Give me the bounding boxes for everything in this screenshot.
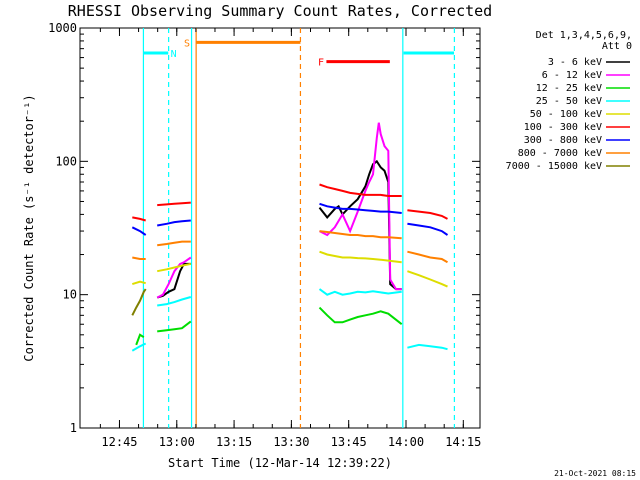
x-axis-label: Start Time (12-Mar-14 12:39:22) [168, 456, 392, 470]
legend-label-0: 3 - 6 keV [548, 57, 602, 68]
flag-bars: NS F [143, 38, 455, 69]
series-6-segment-3 [407, 222, 449, 236]
series-4 [132, 250, 448, 288]
series-5-segment-0 [132, 216, 146, 222]
series-2-segment-0 [135, 333, 145, 346]
x-tick-label-0: 12:45 [101, 435, 137, 449]
series-8-segment-0 [131, 288, 147, 316]
y-axis: 1 10 100 1000 [48, 21, 480, 435]
series-5-segment-1 [157, 201, 191, 207]
legend-label-3: 25 - 50 keV [536, 96, 602, 107]
series-7-segment-1 [157, 240, 191, 247]
legend-header-0: Det 1,3,4,5,6,9, [536, 30, 632, 41]
legend-label-2: 12 - 25 keV [536, 83, 602, 94]
series-6-segment-0 [131, 226, 147, 236]
x-tick-label-1: 13:00 [159, 435, 195, 449]
flag-label-S: S [184, 38, 190, 49]
series-2 [135, 306, 403, 346]
vertical-markers [142, 28, 456, 428]
flag-label-N: N [171, 49, 177, 60]
legend-label-4: 50 - 100 keV [530, 109, 602, 120]
legend-label-6: 300 - 800 keV [524, 135, 602, 146]
legend: Det 1,3,4,5,6,9,Att 03 - 6 keV 6 - 12 keV… [506, 30, 632, 172]
series-4-segment-0 [132, 280, 146, 286]
x-tick-label-3: 13:30 [273, 435, 309, 449]
series-5-segment-2 [319, 183, 402, 197]
series-4-segment-3 [407, 270, 448, 288]
series-7-segment-0 [132, 256, 146, 260]
x-tick-label-4: 13:45 [331, 435, 367, 449]
series-0-segment-0 [156, 262, 191, 299]
series-2-segment-2 [318, 306, 403, 325]
legend-header-1: Att 0 [602, 41, 632, 52]
legend-label-7: 800 - 7000 keV [518, 148, 602, 159]
series-3-segment-1 [157, 296, 192, 307]
y-tick-label-2: 100 [55, 154, 77, 168]
chart-title: RHESSI Observing Summary Count Rates, Co… [68, 2, 492, 20]
series-4-segment-1 [157, 262, 192, 273]
series-3 [131, 288, 448, 352]
series-6-segment-1 [157, 219, 191, 227]
y-axis-label: Corrected Count Rate (s⁻¹ detector⁻¹) [22, 94, 36, 361]
y-tick-label-3: 1000 [48, 21, 77, 35]
y-tick-label-0: 1 [70, 421, 77, 435]
series-6 [131, 202, 449, 236]
series-1 [156, 122, 402, 299]
series-7-segment-2 [319, 230, 402, 240]
series-1-segment-1 [319, 122, 402, 291]
series-2-segment-1 [157, 320, 192, 333]
series-3-segment-3 [407, 343, 448, 351]
series-5-segment-3 [407, 209, 448, 220]
legend-label-8: 7000 - 15000 keV [506, 161, 602, 172]
series-1-segment-0 [156, 256, 192, 299]
x-axis: 12:45 13:00 13:15 13:30 13:45 14:00 14:15 [99, 28, 481, 449]
x-tick-label-6: 14:15 [445, 435, 481, 449]
series-8 [131, 288, 147, 316]
series-3-segment-0 [131, 342, 147, 352]
legend-label-5: 100 - 300 keV [524, 122, 602, 133]
flag-label-F: F [318, 58, 324, 69]
data-series [131, 122, 449, 352]
x-tick-label-2: 13:15 [216, 435, 252, 449]
series-6-segment-2 [319, 202, 402, 214]
x-tick-label-5: 14:00 [388, 435, 424, 449]
timestamp: 21-Oct-2021 08:15 [554, 469, 636, 478]
series-3-segment-2 [318, 288, 402, 296]
series-7-segment-3 [407, 250, 449, 264]
y-tick-label-1: 10 [63, 288, 77, 302]
series-0 [156, 159, 402, 299]
series-5 [132, 183, 448, 222]
series-7 [132, 230, 449, 264]
legend-label-1: 6 - 12 keV [542, 70, 602, 81]
series-4-segment-2 [319, 250, 402, 264]
plot-area [79, 27, 481, 429]
